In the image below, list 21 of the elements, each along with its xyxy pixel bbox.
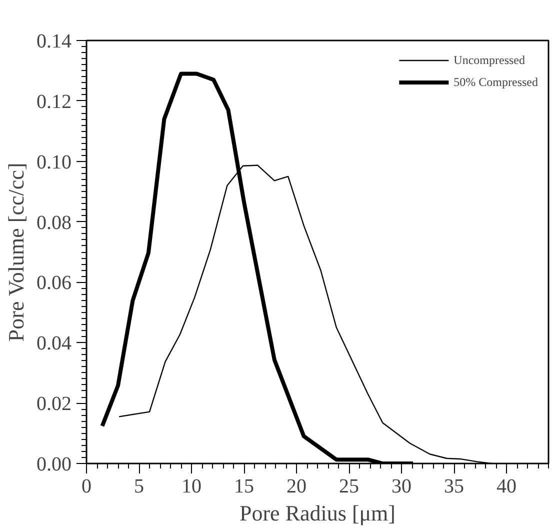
x-tick-label: 35	[444, 476, 464, 498]
y-tick-label: 0.08	[36, 212, 72, 234]
y-tick-label: 0.00	[36, 454, 72, 476]
y-axis-title: Pore Volume [cc/cc]	[4, 162, 28, 342]
y-tick-label: 0.12	[36, 90, 72, 113]
x-axis-title: Pore Radius [μm]	[240, 500, 396, 526]
y-tick-label: 0.10	[36, 151, 72, 174]
x-tick-label: 5	[134, 476, 144, 498]
x-tick-label: 0	[82, 476, 92, 498]
x-tick-label: 30	[392, 476, 412, 498]
y-tick-label: 0.06	[36, 272, 72, 294]
legend-label: 50% Compressed	[454, 74, 538, 90]
x-tick-label: 25	[339, 476, 359, 498]
x-tick-label: 20	[286, 476, 306, 498]
x-tick-label: 10	[182, 476, 202, 498]
y-tick-label: 0.04	[36, 332, 72, 355]
x-tick-label: 40	[496, 476, 516, 498]
y-tick-label: 0.14	[36, 30, 72, 52]
y-tick-label: 0.02	[36, 393, 72, 416]
x-tick-label: 15	[234, 476, 254, 498]
legend-label: Uncompressed	[454, 52, 525, 68]
